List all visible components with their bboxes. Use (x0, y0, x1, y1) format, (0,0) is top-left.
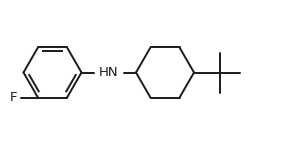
Text: HN: HN (99, 66, 119, 79)
Text: F: F (10, 91, 17, 104)
